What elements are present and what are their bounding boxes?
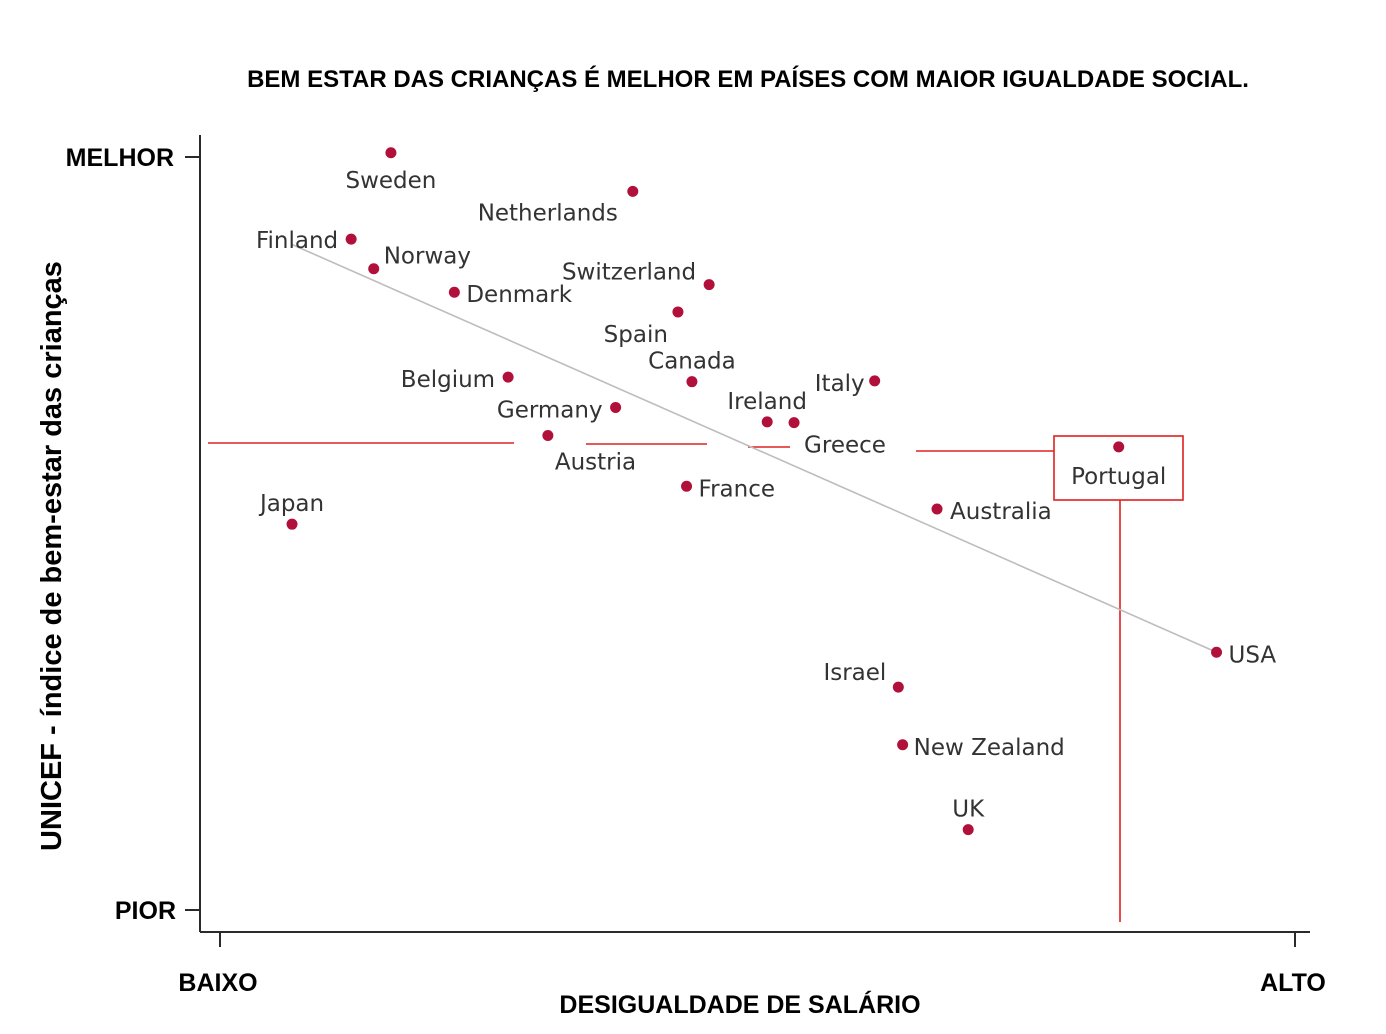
label-new-zealand: New Zealand [914,735,1065,761]
point-greece [788,417,800,429]
portugal-highlight-box [1053,435,1184,501]
portugal-reference-lines [208,435,1184,922]
x-axis-label: DESIGUALDADE DE SALÁRIO [559,990,920,1019]
label-usa: USA [1229,642,1277,668]
label-greece: Greece [804,433,886,459]
label-france: France [699,476,775,502]
label-israel: Israel [823,660,886,686]
point-denmark [448,286,460,298]
label-canada: Canada [648,349,736,375]
label-norway: Norway [384,244,471,270]
point-ireland [761,416,773,428]
y-axis-label: UNICEF - índice de bem-estar das criança… [36,261,68,851]
label-portugal: Portugal [1071,464,1166,490]
point-japan [286,518,298,530]
label-austria: Austria [555,449,636,475]
label-sweden: Sweden [345,168,436,194]
point-israel [892,681,904,693]
label-japan: Japan [258,491,324,517]
y-tick-label-melhor: MELHOR [66,144,174,172]
label-netherlands: Netherlands [478,200,618,226]
point-finland [345,233,357,245]
point-netherlands [627,185,639,197]
y-tick-label-pior: PIOR [115,897,176,925]
label-spain: Spain [604,322,668,348]
point-australia [931,503,943,515]
trend-line [291,243,1217,654]
point-new-zealand [897,739,909,751]
point-austria [542,429,554,441]
point-canada [686,376,698,388]
point-france [681,480,693,492]
point-germany [610,401,622,413]
x-tick-label-alto: ALTO [1260,969,1326,997]
x-tick-label-baixo: BAIXO [178,969,257,997]
point-usa [1211,646,1223,658]
point-spain [672,306,684,318]
label-denmark: Denmark [466,282,572,308]
label-uk: UK [952,797,985,823]
point-portugal [1113,441,1125,453]
label-belgium: Belgium [401,367,495,393]
chart-title: BEM ESTAR DAS CRIANÇAS É MELHOR EM PAÍSE… [247,65,1249,93]
label-ireland: Ireland [727,389,807,415]
point-uk [962,824,974,836]
point-italy [869,375,881,387]
label-germany: Germany [497,397,603,423]
point-switzerland [703,279,715,291]
point-belgium [502,371,514,383]
label-italy: Italy [815,371,865,397]
point-sweden [385,147,397,159]
label-finland: Finland [256,228,338,254]
label-australia: Australia [950,499,1052,525]
point-norway [368,263,380,275]
label-switzerland: Switzerland [562,260,696,286]
